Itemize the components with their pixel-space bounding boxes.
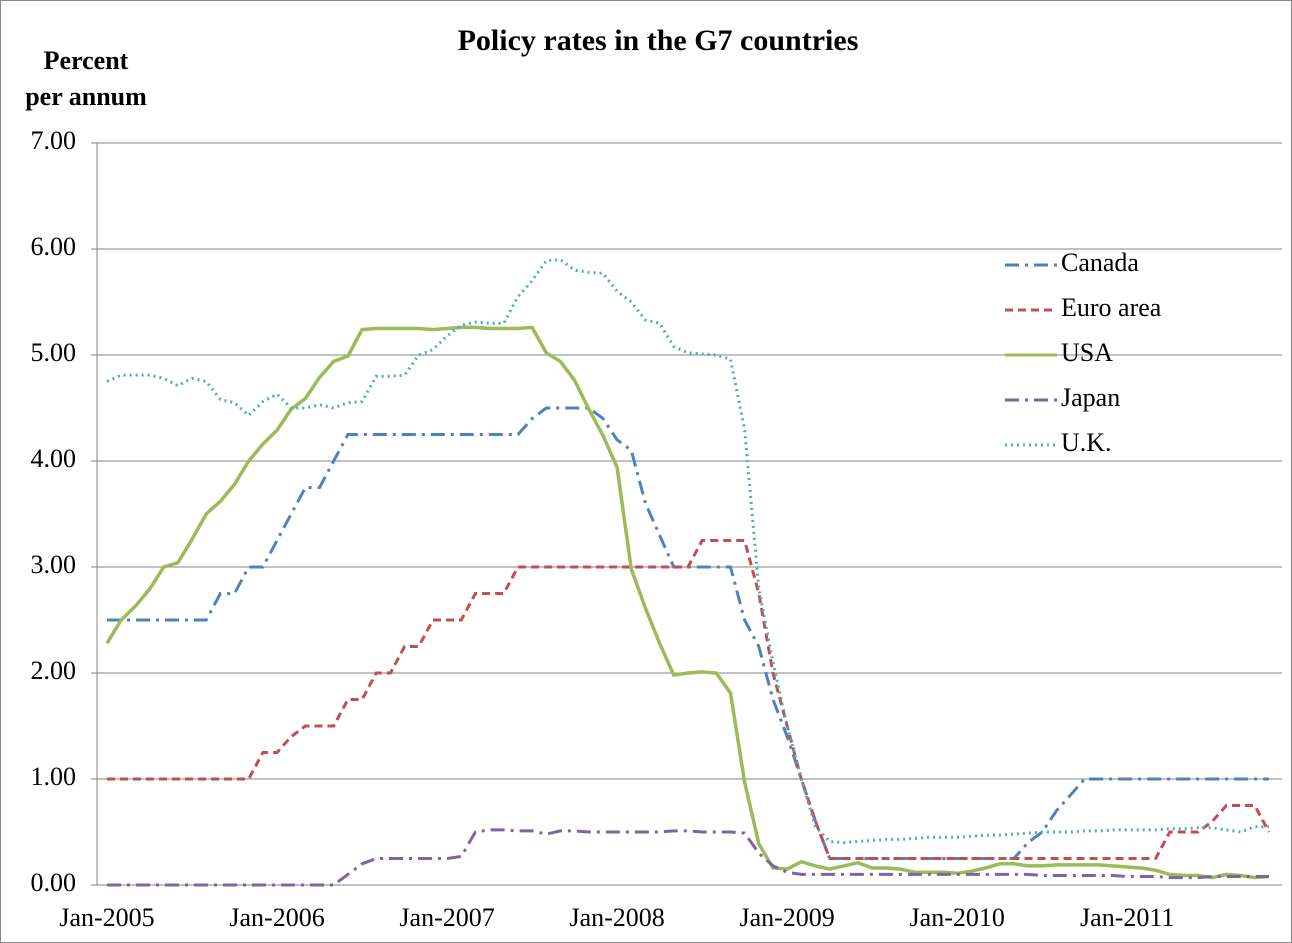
- y-tick-label: 5.00: [31, 338, 77, 367]
- y-tick-label: 7.00: [31, 126, 77, 155]
- series-line: [107, 828, 1269, 887]
- x-tick-label: Jan-2006: [229, 903, 324, 932]
- legend-label: Euro area: [1061, 293, 1162, 322]
- y-tick-label: 0.00: [31, 868, 77, 897]
- series-line: [107, 406, 1269, 860]
- legend-label: Japan: [1061, 383, 1120, 412]
- x-tick-label: Jan-2010: [910, 903, 1005, 932]
- y-tick-label: 6.00: [31, 232, 77, 261]
- legend-label: U.K.: [1061, 428, 1112, 457]
- y-tick-label: 4.00: [31, 444, 77, 473]
- y-tick-label: 2.00: [31, 656, 77, 685]
- x-tick-label: Jan-2009: [739, 903, 834, 932]
- legend-label: USA: [1061, 338, 1113, 367]
- x-tick-label: Jan-2007: [399, 903, 494, 932]
- y-tick-label: 3.00: [31, 550, 77, 579]
- series-line: [107, 539, 1271, 860]
- x-tick-label: Jan-2008: [569, 903, 664, 932]
- x-tick-label: Jan-2005: [59, 903, 154, 932]
- chart-title: Policy rates in the G7 countries: [458, 24, 859, 57]
- y-tick-label: 1.00: [31, 762, 77, 791]
- y-axis-label: per annum: [25, 82, 147, 111]
- x-tick-label: Jan-2011: [1080, 903, 1174, 932]
- y-axis-label: Percent: [44, 46, 129, 75]
- series-line: [105, 325, 1270, 880]
- legend-label: Canada: [1061, 248, 1139, 277]
